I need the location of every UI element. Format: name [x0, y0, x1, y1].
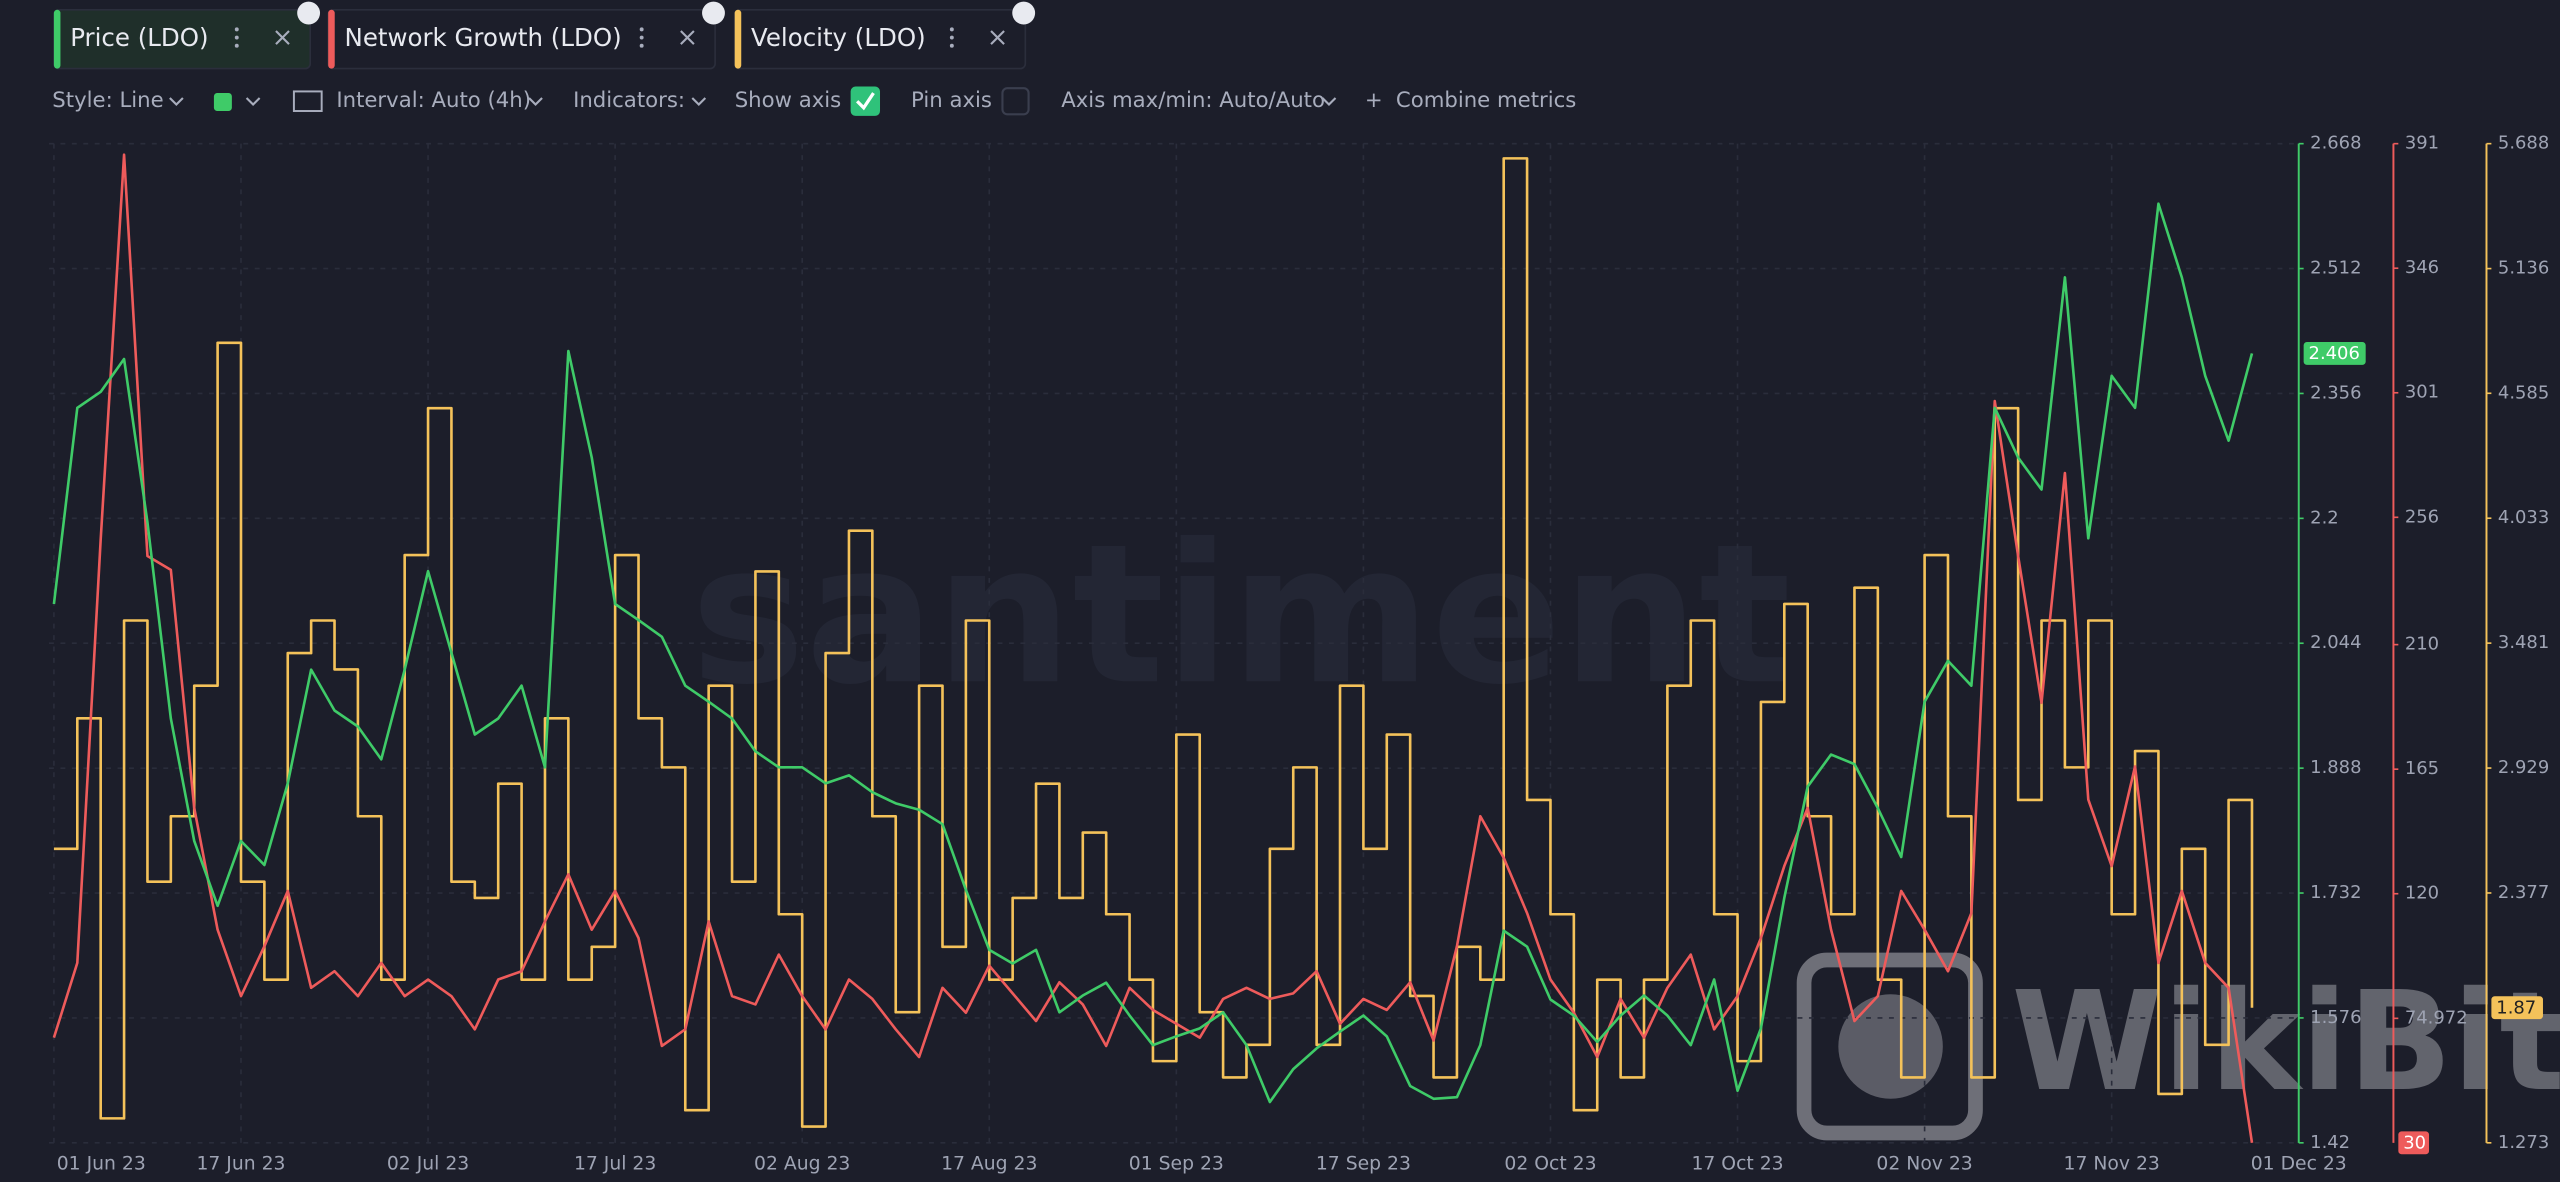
plus-icon: + — [1365, 88, 1383, 113]
y-tick-label: 1.732 — [2310, 882, 2361, 903]
metric-tab[interactable]: Price (LDO) — [53, 1, 321, 70]
y-tick-label: 5.136 — [2498, 258, 2549, 279]
tab-label: Velocity (LDO) — [751, 23, 926, 52]
y-tick-label: 1.888 — [2310, 757, 2361, 778]
x-tick-label: 01 Jun 23 — [57, 1154, 146, 1175]
x-tick-label: 02 Oct 23 — [1504, 1154, 1596, 1175]
x-tick-label: 01 Sep 23 — [1129, 1154, 1224, 1175]
chevron — [691, 97, 707, 106]
menu-dot — [639, 43, 644, 48]
y-tick-label: 5.688 — [2498, 133, 2549, 154]
x-tick-label: 17 Jun 23 — [196, 1154, 285, 1175]
close-icon — [275, 30, 290, 45]
chain-icon — [1012, 1, 1036, 25]
y-tick-label: 301 — [2405, 382, 2439, 403]
y-tick-label: 210 — [2405, 634, 2439, 655]
menu-dot — [234, 35, 239, 40]
toolbar: Style: Line Interval: Auto (4h) Indicato… — [52, 86, 1576, 116]
close-icon — [680, 30, 695, 45]
y-tick-label: 256 — [2405, 506, 2439, 527]
y-tick-label: 2.044 — [2310, 632, 2361, 653]
menu-dot — [949, 43, 954, 48]
metric-tab[interactable]: Network Growth (LDO) — [327, 1, 725, 70]
y-tick-label: 346 — [2405, 257, 2439, 278]
x-tick-label: 17 Nov 23 — [2064, 1154, 2160, 1175]
menu-dot — [639, 35, 644, 40]
current-value-label: 30 — [2403, 1133, 2426, 1154]
watermark-logo — [1796, 952, 1983, 1141]
y-tick-label: 1.42 — [2310, 1132, 2350, 1153]
y-tick-label: 4.585 — [2498, 382, 2549, 403]
y-tick-label: 1.273 — [2498, 1132, 2549, 1153]
menu-dot — [234, 27, 239, 32]
interval-select[interactable]: Interval: Auto (4h) — [336, 88, 531, 113]
tab-color-bar — [328, 9, 335, 69]
y-tick-label: 2.929 — [2498, 757, 2549, 778]
interval-icon — [292, 90, 323, 112]
x-tick-label: 17 Jul 23 — [574, 1154, 656, 1175]
chain-icon — [702, 1, 725, 25]
chevron — [169, 97, 184, 106]
y-tick-label: 120 — [2405, 883, 2439, 904]
chevron — [1321, 97, 1337, 106]
current-value-badge — [2398, 1131, 2430, 1155]
y-tick-label: 2.356 — [2310, 382, 2361, 403]
x-tick-label: 01 Dec 23 — [2251, 1154, 2347, 1175]
chevron — [528, 97, 543, 106]
close-icon — [990, 30, 1005, 45]
x-tick-label: 17 Oct 23 — [1691, 1154, 1783, 1175]
x-tick-label: 02 Nov 23 — [1876, 1154, 1972, 1175]
y-tick-label: 4.033 — [2498, 507, 2549, 528]
axis-minmax-select[interactable]: Axis max/min: Auto/Auto — [1061, 88, 1325, 113]
series-line — [52, 153, 2254, 1144]
chevron — [245, 97, 261, 106]
x-tick-label: 17 Sep 23 — [1316, 1154, 1411, 1175]
tab-label: Network Growth (LDO) — [345, 23, 622, 52]
menu-dot — [234, 43, 239, 48]
y-tick-label: 2.2 — [2310, 507, 2339, 528]
watermark: santiment — [691, 503, 1791, 727]
combine-metrics[interactable]: Combine metrics — [1396, 88, 1576, 113]
y-tick-label: 2.512 — [2310, 258, 2361, 279]
pin-axis-label: Pin axis — [911, 88, 992, 113]
x-tick-label: 17 Aug 23 — [941, 1154, 1037, 1175]
y-tick-label: 2.377 — [2498, 882, 2549, 903]
series-line — [52, 202, 2254, 1104]
x-tick-label: 02 Jul 23 — [387, 1154, 469, 1175]
current-value-label: 1.87 — [2496, 998, 2536, 1019]
watermark-layer: santiment WikiBit — [691, 503, 2560, 1141]
current-value-label: 2.406 — [2309, 343, 2360, 364]
tab-color-bar — [53, 9, 61, 69]
menu-dot — [639, 27, 644, 32]
menu-dot — [949, 35, 954, 40]
x-tick-label: 02 Aug 23 — [754, 1154, 850, 1175]
y-tick-label: 165 — [2405, 758, 2439, 779]
y-tick-label: 391 — [2405, 133, 2439, 154]
checkmark — [856, 92, 875, 111]
watermark-logo — [1838, 994, 1943, 1099]
show-axis-label: Show axis — [735, 88, 842, 113]
color-picker[interactable] — [213, 93, 232, 112]
current-value-badge — [2491, 996, 2543, 1020]
tab-color-bar — [734, 9, 742, 69]
series-line — [53, 157, 2254, 1128]
pin-axis-checkbox[interactable] — [1001, 87, 1030, 116]
y-tick-label: 3.481 — [2498, 632, 2549, 653]
tab-label: Price (LDO) — [70, 23, 208, 52]
y-tick-label: 74.972 — [2405, 1007, 2468, 1028]
show-axis-checkbox[interactable] — [850, 86, 881, 116]
indicators-select[interactable]: Indicators: — [573, 88, 685, 113]
style-select[interactable]: Style: Line — [52, 88, 163, 113]
watermark: WikiBit — [2011, 963, 2560, 1122]
menu-dot — [949, 27, 954, 32]
current-value-badge — [2303, 341, 2366, 365]
metric-tab[interactable]: Velocity (LDO) — [733, 1, 1036, 70]
chain-icon — [297, 1, 321, 25]
y-tick-label: 1.576 — [2310, 1007, 2361, 1028]
y-tick-label: 2.668 — [2310, 133, 2361, 154]
